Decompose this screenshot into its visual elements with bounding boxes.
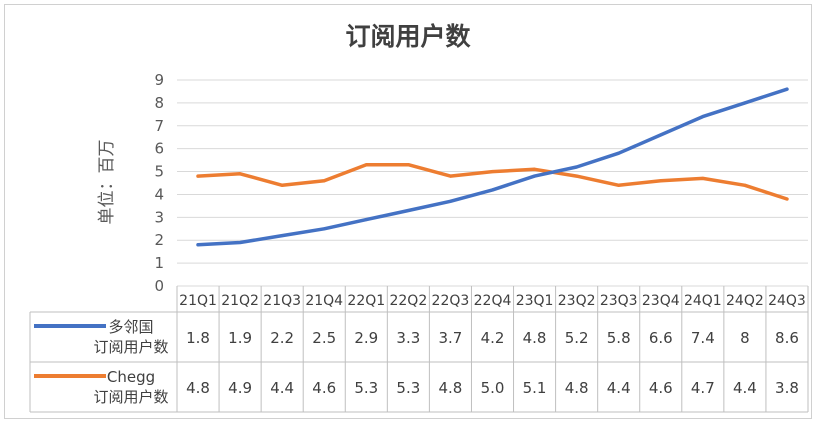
data-point (533, 167, 537, 171)
data-point (364, 163, 368, 167)
data-table: 21Q1 21Q2 21Q3 21Q4 22Q1 22Q2 22Q3 22Q4 23Q1 23Q2… (29, 286, 809, 413)
data-table-cell: 5.3 (354, 379, 378, 397)
series-lines (196, 87, 789, 247)
data-table-cell: 4.7 (691, 379, 715, 397)
y-tick-label-9: 9 (154, 71, 164, 89)
data-table-cell: 4.8 (523, 329, 547, 347)
chart-frame (4, 4, 812, 419)
x-tick-label: 22Q4 (474, 293, 512, 309)
data-point (491, 170, 494, 174)
legend-label: Chegg (107, 368, 155, 386)
data-table-cell: 4.8 (565, 379, 589, 397)
data-point (575, 174, 579, 178)
data-point (448, 174, 452, 178)
data-point (743, 101, 747, 105)
x-tick-label: 24Q2 (726, 293, 764, 309)
y-axis-ticks: 0 1 2 3 4 5 6 7 8 9 (154, 71, 164, 295)
y-tick-label-0: 0 (154, 277, 164, 295)
data-table-cell: 2.9 (354, 329, 378, 347)
x-tick-label: 23Q1 (516, 293, 554, 309)
data-point (238, 172, 242, 176)
data-point (322, 227, 326, 231)
data-table-cell: 4.8 (439, 379, 463, 397)
data-point (238, 241, 242, 245)
data-point (322, 179, 326, 183)
x-tick-label: 22Q3 (432, 293, 470, 309)
data-point (280, 234, 284, 238)
data-table-cell: 5.3 (396, 379, 420, 397)
x-tick-label: 21Q1 (179, 293, 217, 309)
data-table-cell: 4.9 (228, 379, 252, 397)
data-table-cell: 3.8 (775, 379, 799, 397)
data-table-cell: 3.3 (396, 329, 420, 347)
data-table-cell: 5.8 (607, 329, 631, 347)
y-tick-label-6: 6 (154, 140, 164, 158)
x-tick-label: 23Q3 (600, 293, 638, 309)
data-table-cell: 1.9 (228, 329, 252, 347)
data-table-cell: 5.1 (523, 379, 547, 397)
data-table-cell: 4.4 (607, 379, 631, 397)
data-point (617, 151, 621, 155)
y-tick-label-8: 8 (154, 94, 164, 112)
y-tick-label-4: 4 (154, 185, 164, 203)
y-tick-label-3: 3 (154, 208, 164, 226)
y-tick-label-2: 2 (154, 231, 164, 249)
data-table-cell: 4.2 (481, 329, 505, 347)
data-point (533, 174, 537, 178)
data-table-cell: 6.6 (649, 329, 673, 347)
data-table-cell: 5.0 (481, 379, 505, 397)
x-tick-label: 21Q3 (263, 293, 301, 309)
x-tick-label: 24Q1 (684, 293, 722, 309)
data-table-cell: 2.2 (270, 329, 294, 347)
data-point (280, 183, 284, 187)
data-table-cell: 8 (740, 329, 750, 347)
data-point (617, 183, 621, 187)
data-table-cell: 1.8 (186, 329, 210, 347)
data-point (364, 218, 368, 222)
x-tick-label: 21Q4 (305, 293, 343, 309)
y-axis-label: 单位：百万 (97, 140, 117, 225)
data-table-cell: 3.7 (439, 329, 463, 347)
data-point (785, 87, 789, 91)
data-table-cell: 4.6 (312, 379, 336, 397)
x-tick-label: 23Q4 (642, 293, 680, 309)
data-point (196, 174, 200, 178)
data-point (406, 163, 410, 167)
data-point (575, 165, 579, 169)
data-point (743, 183, 747, 187)
data-point (785, 197, 789, 201)
x-tick-label: 24Q3 (768, 293, 806, 309)
y-tick-label-1: 1 (154, 254, 164, 272)
data-table-cell: 7.4 (691, 329, 715, 347)
data-table-cell: 2.5 (312, 329, 336, 347)
chart-title: 订阅用户数 (345, 22, 471, 51)
x-tick-label: 22Q2 (389, 293, 427, 309)
data-point (196, 243, 200, 247)
gridlines (177, 79, 808, 287)
series-line (196, 87, 789, 247)
x-tick-label: 21Q2 (221, 293, 259, 309)
legend-label: 多邻国 (108, 318, 153, 336)
legend-label: 订阅用户数 (93, 338, 168, 356)
data-table-cell: 4.4 (270, 379, 294, 397)
data-table-cell: 4.8 (186, 379, 210, 397)
series-line (196, 162, 789, 201)
data-point (701, 176, 705, 180)
data-point (406, 208, 410, 212)
legend-label: 订阅用户数 (93, 388, 168, 406)
y-tick-label-7: 7 (154, 117, 164, 135)
x-tick-label: 23Q2 (558, 293, 596, 309)
data-table-cell: 5.2 (565, 329, 589, 347)
data-table-cell: 4.6 (649, 379, 673, 397)
data-point (659, 179, 663, 183)
data-table-cell: 4.4 (733, 379, 757, 397)
data-table-cell: 8.6 (775, 329, 799, 347)
data-point (448, 199, 452, 203)
data-point (659, 133, 663, 137)
x-tick-label: 22Q1 (347, 293, 385, 309)
data-point (491, 188, 494, 192)
data-point (701, 115, 705, 119)
y-tick-label-5: 5 (154, 163, 164, 181)
